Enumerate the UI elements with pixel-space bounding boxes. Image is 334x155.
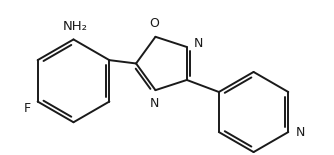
- Text: N: N: [149, 97, 159, 110]
- Text: O: O: [149, 17, 159, 30]
- Text: N: N: [296, 126, 305, 139]
- Text: N: N: [193, 37, 203, 50]
- Text: NH₂: NH₂: [62, 20, 87, 33]
- Text: F: F: [24, 102, 31, 115]
